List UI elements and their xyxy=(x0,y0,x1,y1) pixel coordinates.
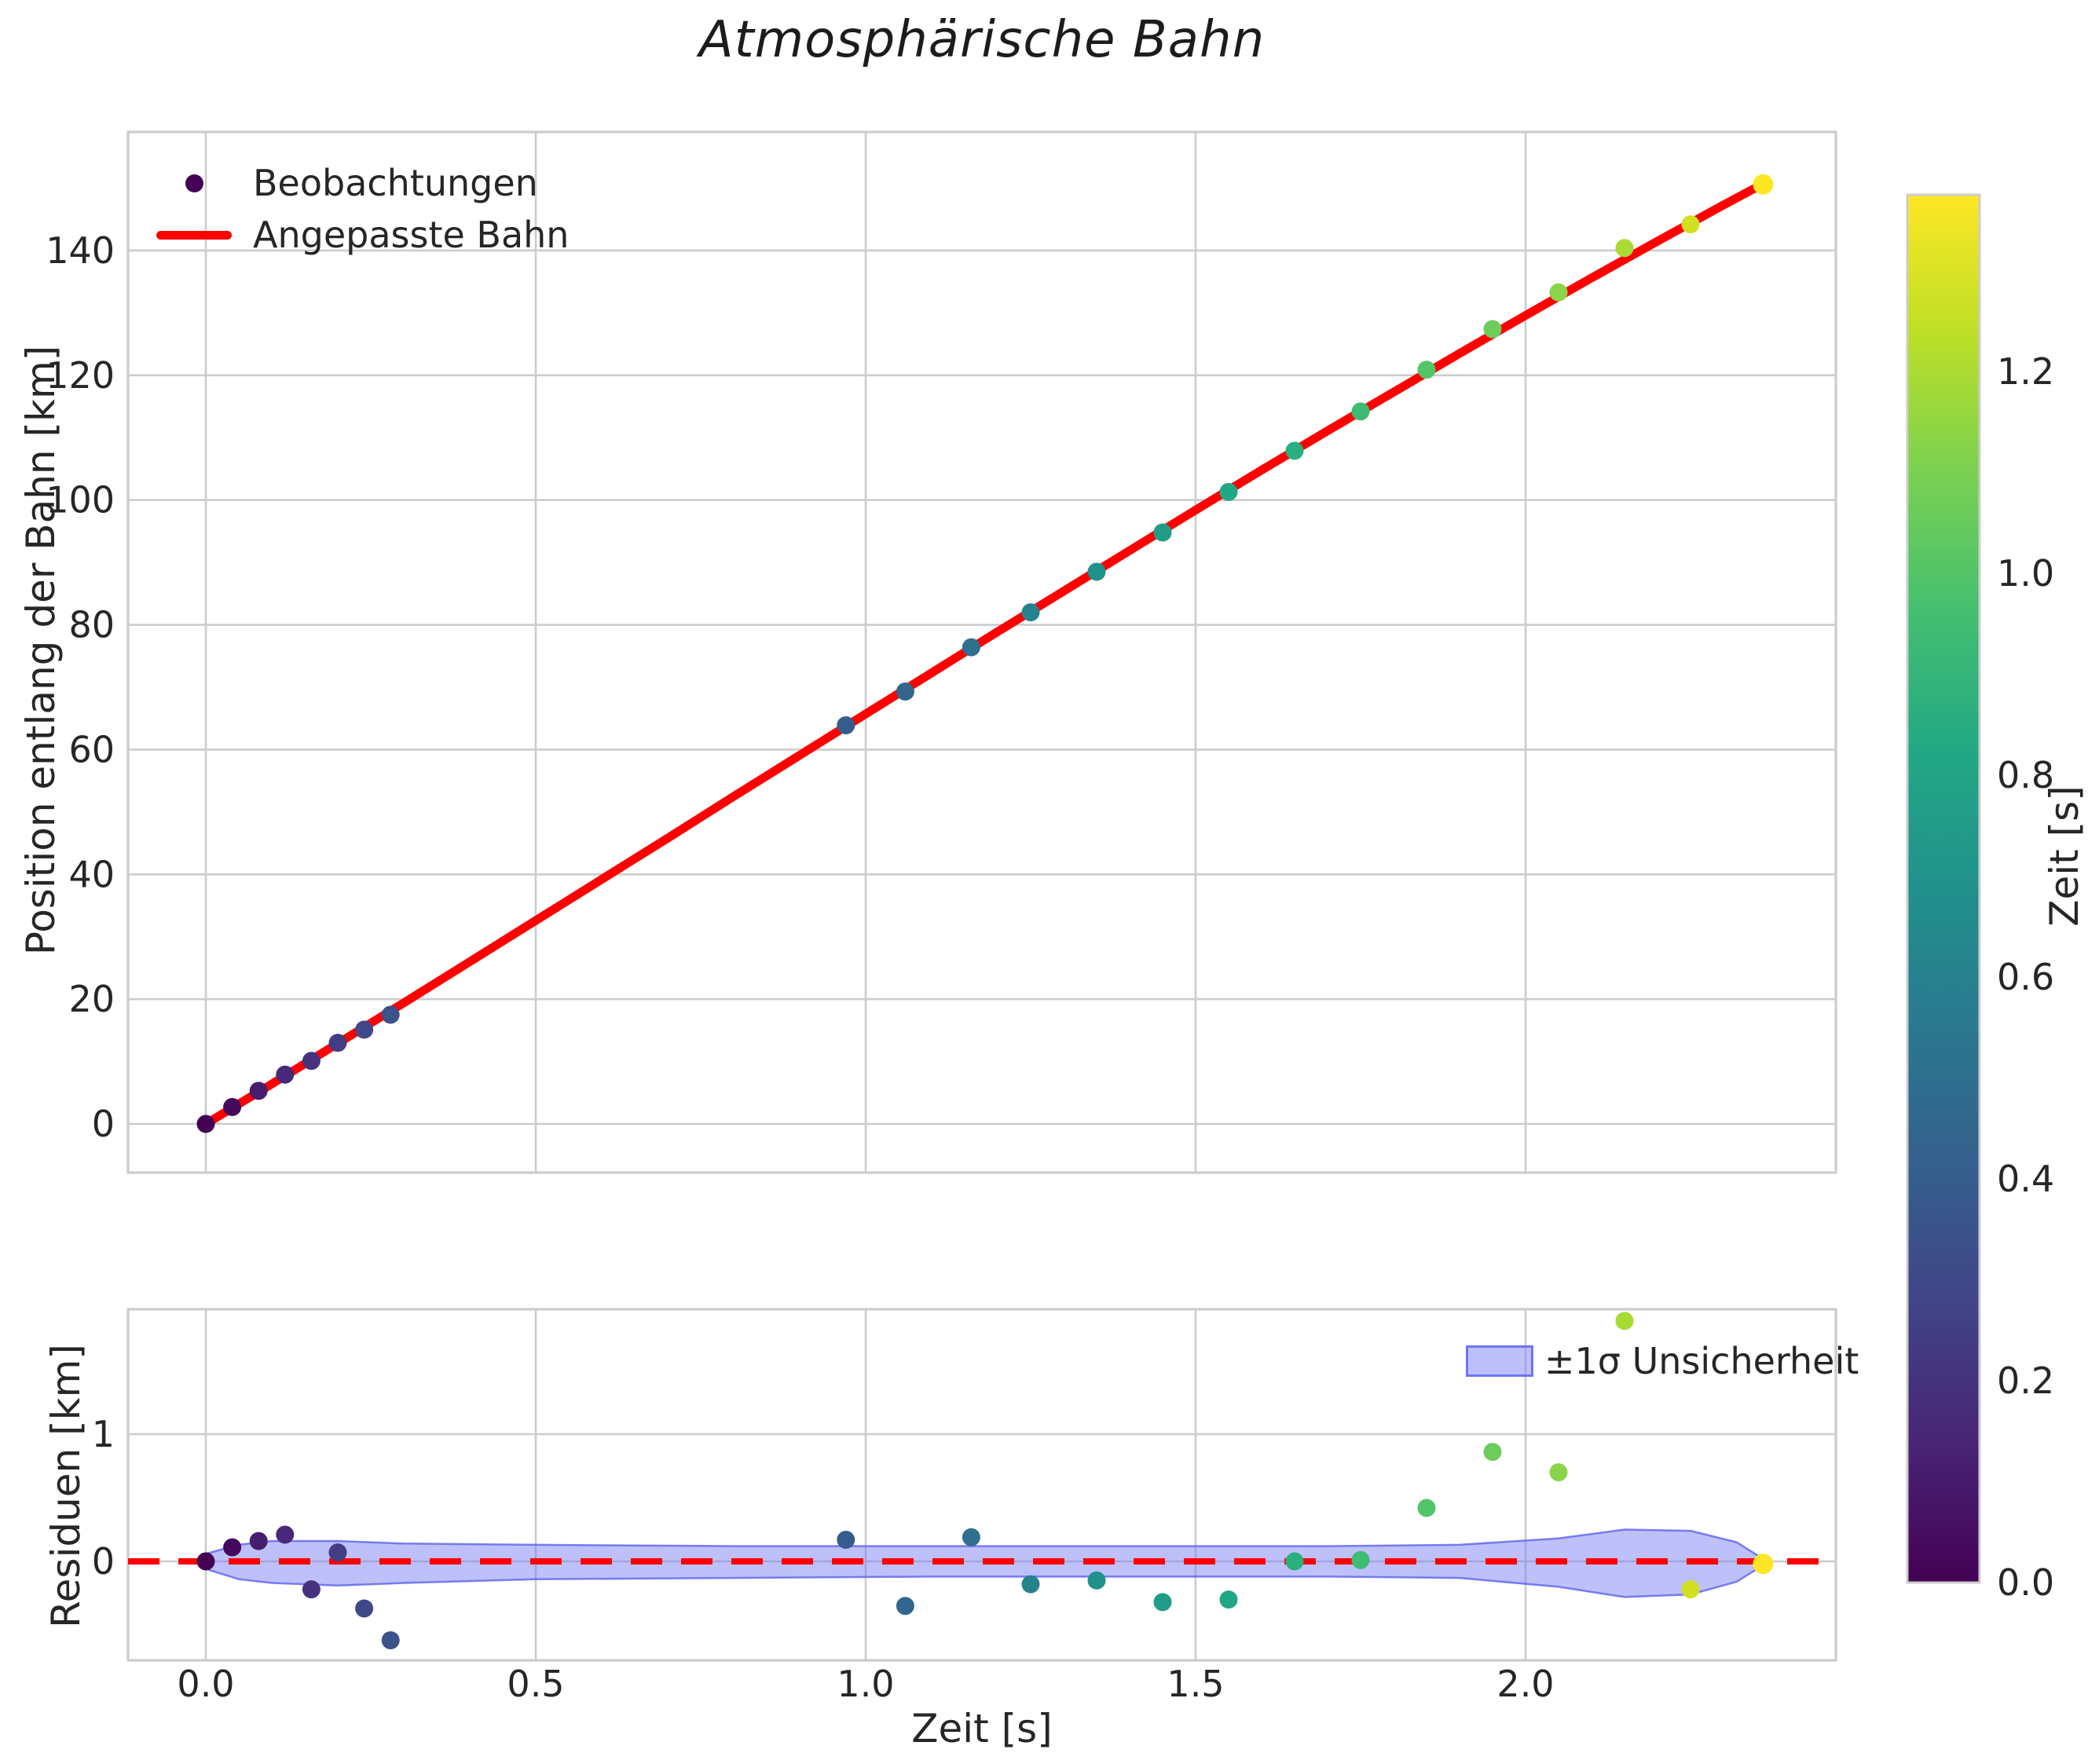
observation-point xyxy=(1417,360,1436,379)
observation-point xyxy=(1483,320,1502,339)
x-axis-label: Zeit [s] xyxy=(911,1706,1053,1751)
fit-line-icon xyxy=(156,230,232,240)
residual-point xyxy=(1753,1554,1774,1575)
main-y-tick-label: 140 xyxy=(46,229,115,272)
main-y-tick-label: 60 xyxy=(68,728,115,770)
observation-point xyxy=(1681,215,1700,234)
residual-point xyxy=(1087,1571,1106,1590)
residual-point xyxy=(962,1528,980,1546)
colorbar-tick-label: 0.4 xyxy=(1997,1158,2054,1200)
x-tick-label: 0.0 xyxy=(177,1663,234,1705)
observation-point xyxy=(355,1020,374,1039)
observation-point xyxy=(328,1034,347,1052)
main-y-tick-label: 120 xyxy=(46,354,115,397)
observation-point xyxy=(837,715,855,734)
observations-marker-box xyxy=(146,174,242,192)
residual-point xyxy=(837,1530,855,1549)
observations-dot-icon xyxy=(185,174,203,192)
colorbar-tick-label: 0.8 xyxy=(1997,754,2054,796)
main-axes-border xyxy=(126,130,1837,1174)
observation-point xyxy=(1615,239,1634,258)
observation-point xyxy=(1087,562,1106,581)
observation-point xyxy=(1219,482,1238,501)
colorbar xyxy=(1906,193,1981,1584)
colorbar-label: Zeit [s] xyxy=(2042,785,2087,927)
observation-point xyxy=(249,1081,268,1100)
observation-point xyxy=(196,1114,215,1133)
observation-point xyxy=(1285,441,1304,460)
x-tick-label: 2.0 xyxy=(1496,1663,1554,1705)
main-y-tick-label: 40 xyxy=(68,853,115,895)
x-tick-label: 0.5 xyxy=(507,1663,564,1705)
residual-point xyxy=(1681,1580,1700,1599)
observation-point xyxy=(1021,603,1040,622)
residual-point xyxy=(1021,1575,1040,1594)
observation-point xyxy=(302,1052,321,1070)
observation-point xyxy=(381,1005,400,1024)
residual-point xyxy=(302,1580,321,1599)
residual-axes-border xyxy=(126,1308,1837,1662)
residual-point xyxy=(1483,1443,1502,1462)
observation-point xyxy=(276,1065,295,1084)
residual-point xyxy=(896,1597,914,1616)
observation-point xyxy=(896,683,914,701)
residual-legend: ±1σ Unsicherheit xyxy=(1466,1340,1859,1382)
residual-point xyxy=(1417,1499,1436,1517)
residual-y-tick-label: 0 xyxy=(92,1540,115,1583)
fitted-trajectory-line xyxy=(201,179,1767,1129)
main-y-tick-label: 20 xyxy=(68,978,115,1020)
main-y-tick-label: 100 xyxy=(46,479,115,522)
x-tick-label: 1.5 xyxy=(1167,1663,1224,1705)
residual-point xyxy=(249,1532,268,1550)
observation-point xyxy=(1549,283,1568,302)
observation-point xyxy=(1753,174,1774,195)
main-y-tick-label: 80 xyxy=(68,604,115,646)
uncertainty-legend-label: ±1σ Unsicherheit xyxy=(1544,1340,1859,1382)
residual-point xyxy=(276,1525,295,1544)
main-y-tick-label: 0 xyxy=(92,1103,115,1145)
residual-point xyxy=(1351,1550,1370,1569)
residual-point xyxy=(223,1538,242,1557)
fit-legend-label: Angepasste Bahn xyxy=(253,214,570,256)
x-tick-label: 1.0 xyxy=(837,1663,894,1705)
residual-point xyxy=(1615,1312,1634,1330)
residual-point xyxy=(1219,1590,1238,1609)
chart-title: Atmosphärische Bahn xyxy=(698,11,1266,69)
residual-point xyxy=(1549,1463,1568,1482)
colorbar-tick-label: 1.0 xyxy=(1997,552,2054,595)
main-y-axis-label: Position entlang der Bahn [km] xyxy=(18,345,64,956)
main-legend: Beobachtungen Angepasste Bahn xyxy=(146,157,569,261)
colorbar-tick-label: 1.2 xyxy=(1997,350,2054,393)
residual-point xyxy=(1153,1593,1172,1612)
colorbar-tick-label: 0.2 xyxy=(1997,1360,2054,1402)
legend-item-fit: Angepasste Bahn xyxy=(146,209,569,261)
residual-point xyxy=(1285,1552,1304,1571)
residual-y-axis-label: Residuen [km] xyxy=(43,1344,89,1628)
observation-point xyxy=(962,638,980,657)
uncertainty-band-patch-icon xyxy=(1466,1345,1533,1377)
colorbar-tick-label: 0.6 xyxy=(1997,956,2054,998)
observation-point xyxy=(1153,523,1172,542)
residual-point xyxy=(328,1543,347,1562)
fit-marker-box xyxy=(146,230,242,240)
residual-y-tick-label: 1 xyxy=(92,1413,115,1455)
residual-point xyxy=(196,1552,215,1571)
residual-point xyxy=(355,1599,374,1618)
observation-point xyxy=(1351,402,1370,421)
legend-item-observations: Beobachtungen xyxy=(146,157,569,209)
observations-legend-label: Beobachtungen xyxy=(253,162,538,204)
observation-point xyxy=(223,1098,242,1117)
colorbar-tick-label: 0.0 xyxy=(1997,1561,2054,1604)
residual-point xyxy=(381,1630,400,1649)
